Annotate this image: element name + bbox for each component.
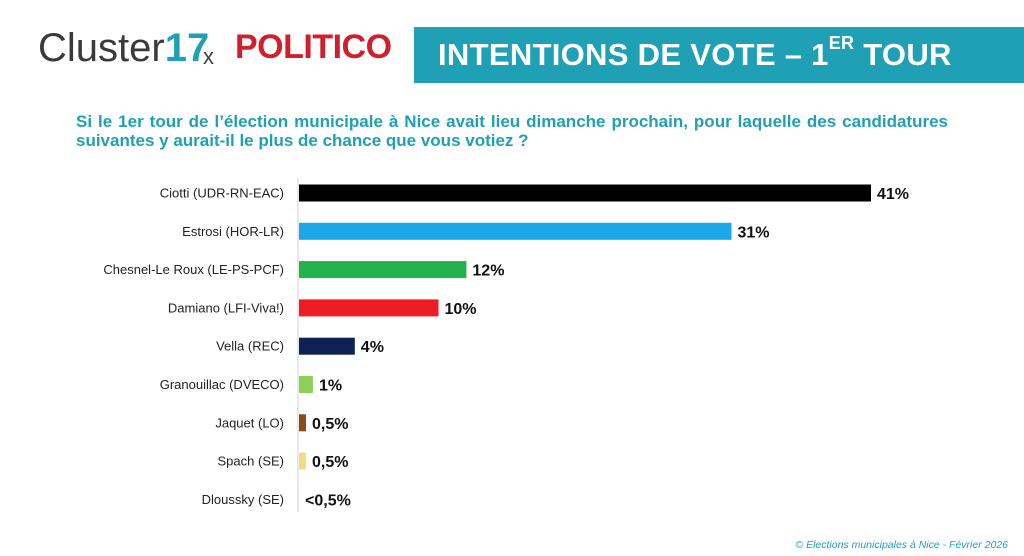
value-label: 1% [319, 378, 342, 395]
logo-separator: x [203, 44, 214, 69]
category-label: Vella (REC) [216, 339, 284, 354]
category-label: Estrosi (HOR-LR) [182, 224, 284, 239]
category-label: Dloussky (SE) [202, 492, 284, 507]
survey-question: Si le 1er tour de l’élection municipale … [76, 112, 948, 150]
value-label: 0,5% [312, 416, 348, 433]
category-label: Granouillac (DVECO) [160, 377, 284, 392]
value-label: 41% [877, 186, 909, 203]
bar [299, 222, 732, 240]
category-label: Damiano (LFI-Viva!) [168, 300, 284, 315]
cluster17-logo: Cluster 17 [38, 26, 209, 70]
bar [299, 299, 439, 317]
value-label: 4% [361, 339, 384, 356]
value-label: 10% [445, 301, 477, 318]
title-banner: INTENTIONS DE VOTE – 1ER TOUR [414, 27, 1024, 83]
footer-source: © Elections municipales à Nice - Février… [795, 539, 1008, 551]
bar [299, 337, 355, 355]
category-label: Chesnel-Le Roux (LE-PS-PCF) [103, 262, 284, 277]
category-label: Spach (SE) [218, 454, 284, 469]
category-label: Jaquet (LO) [215, 415, 284, 430]
bar [299, 184, 871, 202]
value-label: 12% [472, 263, 504, 280]
page-title: INTENTIONS DE VOTE – 1ER TOUR [438, 33, 952, 73]
logo-text: Cluster [38, 26, 165, 70]
bar [299, 452, 306, 470]
bar [299, 261, 467, 279]
politico-logo: POLITICO [235, 28, 392, 66]
logo-number: 17 [164, 26, 210, 70]
category-label: Ciotti (UDR-RN-EAC) [160, 186, 284, 201]
title-superscript: ER [828, 33, 855, 53]
title-suffix: TOUR [854, 37, 952, 72]
value-label: 0,5% [312, 454, 348, 471]
bar [299, 414, 306, 432]
value-label: 31% [737, 224, 769, 241]
value-label: <0,5% [305, 492, 351, 509]
bar [299, 376, 313, 393]
title-prefix: INTENTIONS DE VOTE – 1 [438, 37, 829, 72]
